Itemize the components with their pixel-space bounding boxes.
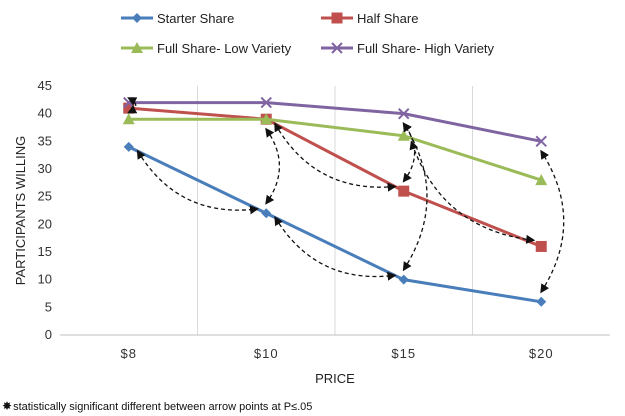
x-tick-label: $20 [529, 346, 554, 361]
legend-item: Half Share [321, 11, 418, 26]
data-point [398, 107, 410, 120]
significance-arrow [127, 97, 138, 114]
legend-item: Starter Share [121, 11, 234, 26]
data-point [260, 113, 273, 125]
significance-arrow [136, 149, 260, 215]
y-tick-label: 45 [38, 78, 52, 93]
legend-label: Half Share [357, 11, 418, 26]
data-point [398, 185, 410, 197]
y-tick-label: 10 [38, 272, 52, 287]
legend-label: Full Share- High Variety [357, 41, 495, 56]
y-tick-label: 15 [38, 244, 52, 259]
data-point [535, 135, 547, 148]
data-point [123, 141, 134, 152]
legend-swatch-marker [131, 42, 143, 53]
significance-arrow [265, 127, 281, 205]
data-point [398, 274, 409, 285]
significance-arrow [402, 122, 416, 183]
x-tick-label: $8 [121, 346, 137, 361]
y-axis-title: PARTICIPANTS WILLING [13, 136, 28, 286]
y-tick-label: 30 [38, 161, 52, 176]
x-tick-label: $15 [391, 346, 416, 361]
significance-arrow [274, 216, 397, 281]
legend-item: Full Share- Low Variety [121, 41, 292, 56]
y-tick-label: 35 [38, 133, 52, 148]
x-axis-title: PRICE [315, 371, 355, 386]
footnote: ✸statistically significant different bet… [2, 399, 312, 413]
footnote-text: statistically significant different betw… [13, 401, 313, 413]
data-point [123, 102, 135, 114]
y-tick-label: 40 [38, 106, 52, 121]
legend-swatch-marker [331, 12, 343, 24]
data-point [261, 208, 272, 219]
data-point [535, 240, 547, 252]
series-line [128, 101, 542, 143]
y-tick-label: 20 [38, 216, 52, 231]
x-tick-label: $10 [254, 346, 279, 361]
y-tick-label: 0 [45, 327, 52, 342]
data-point [260, 96, 272, 109]
significance-arrows [127, 97, 565, 294]
data-point [122, 113, 135, 125]
y-tick-label: 25 [38, 189, 52, 204]
legend-swatch-marker [132, 13, 142, 23]
y-tick-label: 5 [45, 299, 52, 314]
legend-label: Starter Share [157, 11, 234, 26]
significance-arrow [409, 140, 536, 244]
significance-arrow [540, 149, 565, 294]
legend-swatch-marker [331, 42, 343, 54]
significance-star-icon: ✸ [2, 399, 13, 413]
series-3 [123, 96, 547, 148]
legend-item: Full Share- High Variety [321, 41, 495, 56]
axes: 0 5 10 15 20 25 30 35 40 45 $8 $10 $15 $20 [38, 78, 610, 361]
legend: Starter Share Half Share Full Share- Low V… [121, 11, 495, 56]
data-point [536, 296, 547, 307]
legend-label: Full Share- Low Variety [157, 41, 292, 56]
significance-arrow [274, 122, 397, 192]
